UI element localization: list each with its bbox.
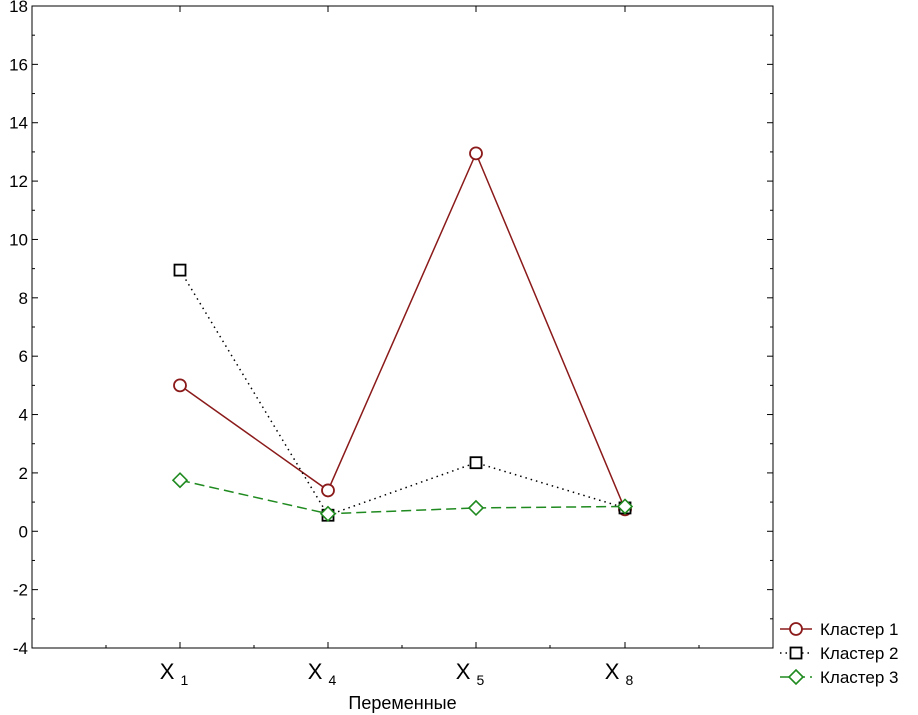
data-point-series-2 — [469, 456, 483, 470]
series-line-3 — [179, 479, 626, 515]
y-axis: -4 -2 0 2 4 6 8 10 12 14 16 18 — [9, 0, 773, 658]
x-tick-label-main: X — [308, 659, 323, 684]
data-point-series-1 — [469, 146, 483, 161]
y-tick-label: 6 — [19, 347, 28, 366]
y-tick-label: 12 — [9, 172, 28, 191]
series-group — [171, 146, 634, 522]
y-tick-label: 14 — [9, 114, 28, 133]
legend-swatch-marker — [789, 646, 803, 660]
y-tick-label: 8 — [19, 289, 28, 308]
data-point-series-3 — [616, 498, 634, 515]
y-tick-label: 2 — [19, 464, 28, 483]
plot-area-frame — [31, 5, 774, 649]
y-tick-label: 0 — [19, 522, 28, 541]
data-point-series-3 — [319, 505, 337, 522]
x-tick-label-sub: 1 — [180, 672, 188, 688]
legend-label: Кластер 1 — [820, 620, 898, 639]
data-point-series-1 — [173, 378, 187, 393]
series-3 — [171, 472, 634, 522]
x-tick-label-main: X — [605, 659, 620, 684]
y-tick-label: 18 — [9, 0, 28, 16]
legend: Кластер 1 Кластер 2 Кластер 3 — [780, 620, 898, 687]
y-tick-label: -4 — [13, 639, 28, 658]
data-point-series-3 — [171, 472, 189, 489]
x-tick-label-sub: 4 — [328, 672, 336, 688]
legend-label: Кластер 2 — [820, 644, 898, 663]
x-tick-label-main: X — [456, 659, 471, 684]
series-2 — [173, 263, 632, 522]
series-line-2 — [179, 269, 626, 517]
y-tick-label: 4 — [19, 406, 28, 425]
legend-label: Кластер 3 — [820, 668, 898, 687]
legend-item-1: Кластер 1 — [780, 620, 898, 639]
series-1 — [173, 146, 632, 517]
data-point-series-2 — [173, 263, 187, 277]
legend-swatch-marker — [787, 668, 805, 686]
x-tick-label-main: X — [160, 659, 175, 684]
x-tick-label-sub: 8 — [625, 672, 633, 688]
series-line-1 — [179, 151, 626, 510]
legend-item-3: Кластер 3 — [780, 668, 898, 687]
legend-item-2: Кластер 2 — [780, 644, 898, 663]
x-axis-title: Переменные — [348, 693, 456, 713]
y-tick-label: 10 — [9, 230, 28, 249]
data-point-series-1 — [321, 483, 335, 498]
y-tick-label: -2 — [13, 581, 28, 600]
x-tick-label-sub: 5 — [476, 672, 484, 688]
legend-swatch-marker — [789, 622, 803, 636]
y-tick-label: 16 — [9, 55, 28, 74]
data-point-series-3 — [467, 499, 485, 517]
